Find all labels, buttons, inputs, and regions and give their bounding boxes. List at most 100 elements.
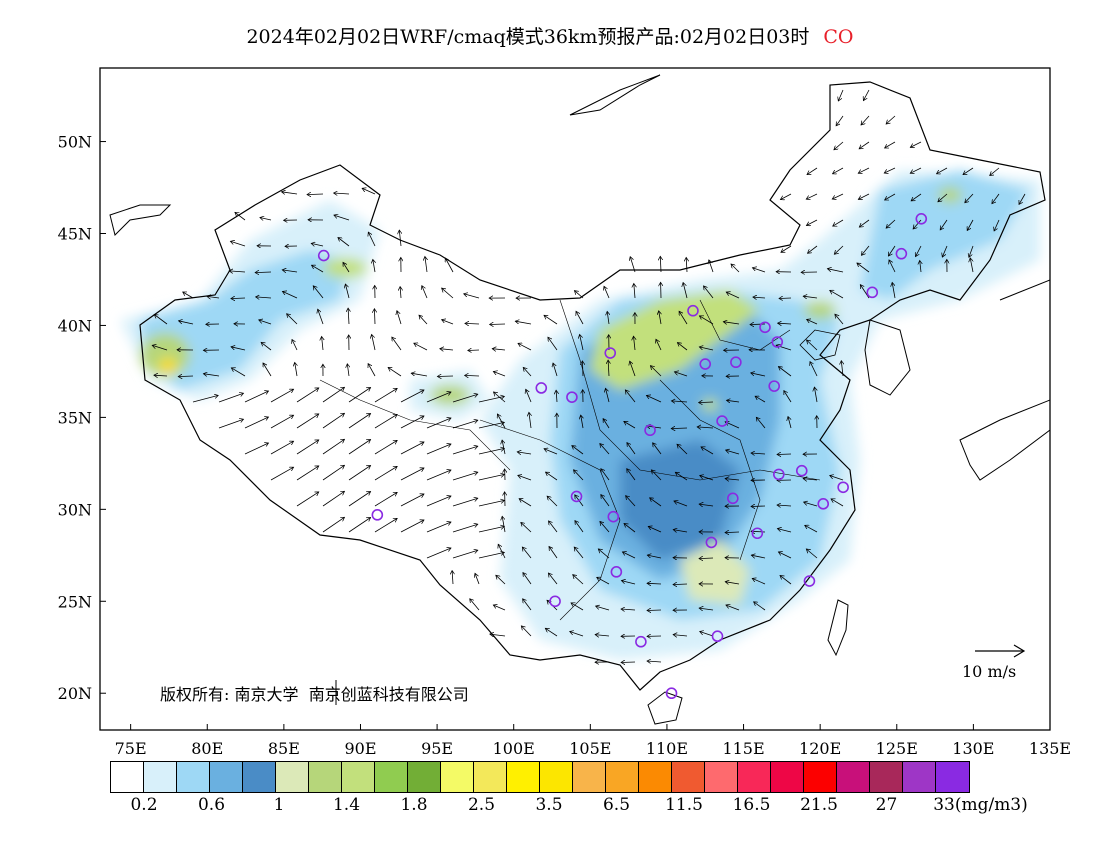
wind-arrow bbox=[630, 257, 636, 273]
wind-arrow bbox=[626, 496, 636, 507]
city-marker bbox=[570, 490, 583, 503]
wind-arrow bbox=[517, 452, 532, 454]
wind-arrow bbox=[835, 314, 844, 325]
wind-arrow bbox=[343, 262, 350, 273]
wind-arrow bbox=[994, 219, 1000, 231]
wind-arrow bbox=[287, 314, 298, 325]
wind-arrow bbox=[571, 603, 584, 611]
wind-arrow bbox=[967, 219, 974, 231]
wind-arrow bbox=[601, 469, 610, 481]
wind-arrow bbox=[426, 418, 451, 429]
wind-arrow bbox=[270, 415, 294, 429]
colorbar-swatch bbox=[408, 762, 441, 792]
wind-arrow bbox=[580, 334, 584, 351]
wind-arrow bbox=[595, 635, 610, 636]
wind-arrow bbox=[218, 419, 244, 429]
chart-title: 2024年02月02日WRF/cmaq模式36km预报产品:02月02日03时 C… bbox=[0, 22, 1100, 49]
wind-arrow bbox=[322, 387, 345, 403]
colorbar-label: 1 bbox=[273, 795, 285, 815]
wind-arrow bbox=[468, 350, 480, 351]
wind-arrow bbox=[545, 628, 558, 637]
colorbar-label: 27 bbox=[875, 795, 898, 815]
wind-arrow bbox=[426, 470, 451, 481]
wind-arrow bbox=[426, 496, 451, 507]
wind-arrow bbox=[860, 285, 870, 299]
copyright: 版权所有: 南京大学 南京创蓝科技有限公司 bbox=[160, 681, 469, 705]
wind-arrow bbox=[478, 526, 504, 533]
wind-arrow bbox=[753, 297, 766, 298]
wind-arrow bbox=[260, 218, 272, 221]
wind-arrow bbox=[686, 257, 687, 273]
china-border bbox=[139, 81, 1046, 691]
wind-arrow bbox=[282, 270, 298, 272]
wind-arrow bbox=[296, 492, 319, 507]
wind-arrow bbox=[892, 283, 896, 299]
wind-arrow bbox=[804, 502, 818, 507]
wind-arrow bbox=[397, 311, 402, 325]
wind-arrow bbox=[490, 324, 506, 325]
wind-arrow bbox=[334, 193, 350, 194]
wind-arrow bbox=[838, 89, 844, 101]
wind-arrow bbox=[778, 367, 792, 377]
wind-arrow bbox=[833, 167, 844, 174]
wind-arrow bbox=[752, 578, 766, 585]
wind-arrow bbox=[634, 284, 635, 299]
colorbar-swatch bbox=[705, 762, 738, 792]
wind-arrow bbox=[581, 415, 583, 429]
wind-arrow bbox=[419, 315, 428, 325]
city-marker bbox=[644, 424, 656, 437]
wind-arrow bbox=[178, 376, 194, 377]
wind-arrow bbox=[452, 524, 478, 533]
wind-arrow bbox=[388, 367, 402, 377]
wind-arrow bbox=[523, 573, 532, 585]
city-marker bbox=[895, 247, 908, 260]
wind-arrow bbox=[810, 362, 818, 377]
wind-arrow bbox=[399, 230, 401, 247]
x-tick-label: 100E bbox=[493, 739, 535, 758]
wind-arrow bbox=[426, 522, 451, 533]
wind-arrow bbox=[709, 260, 714, 273]
wind-arrow bbox=[192, 395, 218, 403]
wind-arrow bbox=[788, 417, 792, 429]
wind-arrow bbox=[313, 286, 324, 299]
wind-arrow bbox=[296, 440, 319, 455]
concentration-field bbox=[120, 170, 1040, 660]
wind-arrow bbox=[604, 286, 610, 299]
colorbar-swatch bbox=[276, 762, 309, 792]
wind-arrow bbox=[515, 321, 532, 325]
y-tick-label: 40N bbox=[58, 316, 92, 335]
wind-arrow bbox=[282, 192, 298, 194]
city-marker bbox=[317, 249, 330, 262]
wind-arrow bbox=[368, 364, 376, 377]
wind-arrow bbox=[576, 311, 584, 325]
wind-arrow bbox=[990, 167, 1000, 176]
wind-arrow bbox=[725, 479, 740, 480]
wind-arrow bbox=[777, 505, 792, 506]
wind-arrow bbox=[723, 322, 740, 324]
wind-arrow bbox=[679, 311, 688, 325]
wind-arrow bbox=[502, 516, 506, 533]
city-marker bbox=[665, 687, 678, 700]
wind-arrow bbox=[603, 419, 610, 429]
wind-arrow bbox=[699, 316, 714, 325]
wind-arrow bbox=[307, 194, 324, 195]
wind-arrow bbox=[322, 439, 345, 455]
wind-arrow bbox=[478, 448, 504, 455]
wind-arrow bbox=[969, 245, 974, 257]
wind-arrow bbox=[452, 472, 478, 481]
map-frame bbox=[99, 67, 1051, 731]
wind-arrow bbox=[348, 414, 371, 429]
wind-arrow bbox=[803, 479, 818, 480]
wind-arrow bbox=[963, 167, 974, 175]
city-marker bbox=[866, 286, 879, 299]
wind-arrow bbox=[282, 291, 298, 299]
wind-arrow bbox=[861, 115, 870, 125]
wind-arrow bbox=[374, 309, 375, 325]
wind-arrow bbox=[521, 626, 532, 637]
colorbar-label: 1.4 bbox=[332, 795, 361, 815]
wind-arrow bbox=[699, 558, 714, 559]
wind-arrow bbox=[318, 309, 324, 325]
wind-arrow bbox=[834, 141, 844, 150]
wind-arrow bbox=[523, 599, 532, 611]
wind-arrow bbox=[218, 393, 244, 403]
